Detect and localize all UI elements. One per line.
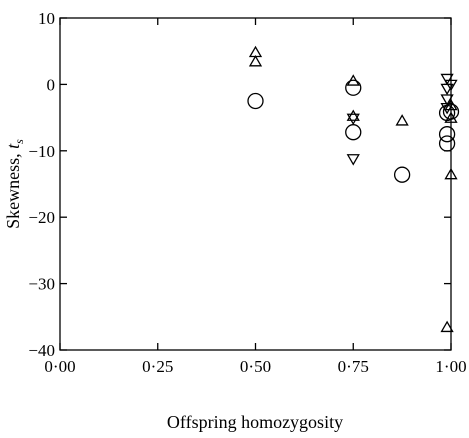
triangle-up-point xyxy=(444,111,458,123)
triangle-up-point xyxy=(444,98,458,111)
y-tick-label: −30 xyxy=(28,275,55,294)
circle-point xyxy=(345,124,362,141)
data-marks xyxy=(247,45,460,333)
x-tick-label: 0·75 xyxy=(338,357,369,376)
y-axis-label: Skewness, ts xyxy=(3,139,26,229)
triangle-up-point xyxy=(346,74,360,86)
circle-point xyxy=(247,92,264,110)
circle-point xyxy=(393,166,411,183)
triangle-up-point xyxy=(248,55,263,67)
y-tick-label: −20 xyxy=(28,208,55,227)
circle-point xyxy=(438,126,456,143)
triangle-down-point xyxy=(444,79,458,92)
y-axis-label-symbol: t xyxy=(3,143,23,149)
y-tick-label: 0 xyxy=(47,75,56,94)
triangle-down-point xyxy=(346,113,360,126)
x-tick-label: 0·25 xyxy=(142,357,173,376)
y-tick-label: 10 xyxy=(38,9,55,28)
plot-frame xyxy=(59,17,452,351)
x-tick-label: 0·00 xyxy=(44,357,75,376)
triangle-up-point xyxy=(395,114,409,126)
y-tick-label: −40 xyxy=(28,341,55,360)
triangle-down-point xyxy=(440,102,454,115)
x-tick-label: 1·00 xyxy=(435,357,466,376)
y-axis-label-subscript: s xyxy=(12,139,26,144)
triangle-down-point xyxy=(346,154,360,166)
y-tick-label: −10 xyxy=(28,142,55,161)
axis-ticks xyxy=(59,17,452,351)
triangle-down-point xyxy=(440,73,454,86)
triangle-up-point xyxy=(444,167,458,180)
triangle-up-point xyxy=(440,320,454,333)
triangle-down-point xyxy=(440,94,454,106)
circle-point xyxy=(438,135,456,152)
triangle-up-point xyxy=(346,109,360,121)
tick-labels: 0·00 0·25 0·50 0·75 1·00 10 0 −10 −20 −30 −40 xyxy=(28,9,466,376)
y-axis-label-text: Skewness, xyxy=(3,149,23,229)
x-tick-label: 0·50 xyxy=(240,357,271,376)
circle-point xyxy=(345,79,362,96)
x-axis-label: Offspring homozygosity xyxy=(167,412,343,432)
